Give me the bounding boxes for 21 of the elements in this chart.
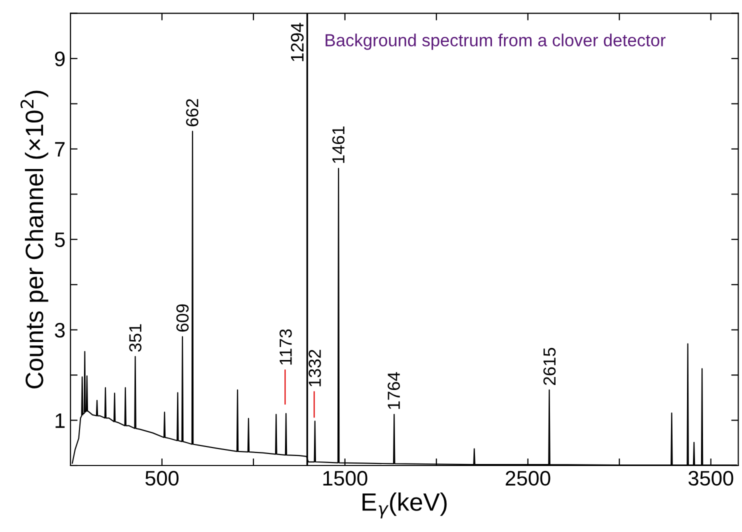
y-tick-label: 3: [54, 322, 65, 338]
annotation: 1461: [332, 126, 345, 163]
annotation: 662: [186, 99, 198, 126]
y-tick-label: 1: [56, 413, 65, 428]
x-tick-label: 1500: [323, 470, 368, 486]
annotation: 1332: [308, 350, 321, 386]
annotation: 1764: [388, 372, 400, 409]
annotation: 351: [129, 324, 142, 352]
annotation: 1173: [280, 329, 292, 365]
y-tick-label: 7: [55, 142, 65, 157]
x-tick-label: 3500: [688, 470, 734, 486]
x-tick-label: 2500: [506, 470, 550, 486]
annotation: Background spectrum from a clover detector: [326, 34, 666, 50]
annotation: 609: [176, 304, 189, 332]
y-tick-label: 5: [54, 232, 65, 248]
y-axis-title: Counts per Channel (×10$^{2}$): [20, 90, 48, 388]
annotation: 2615: [543, 348, 556, 385]
ref-line-label: 1294: [290, 22, 304, 62]
x-axis-title: E$_{γ}$(keV): [362, 492, 447, 518]
y-tick-label: 9: [55, 52, 65, 66]
x-tick-label: 500: [145, 470, 179, 486]
